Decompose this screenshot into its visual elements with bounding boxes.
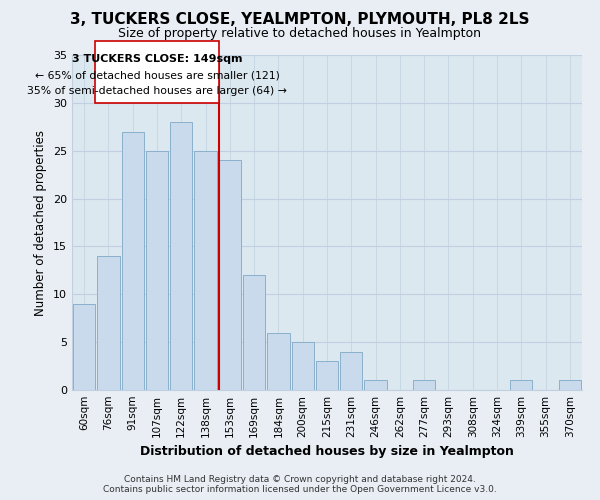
Y-axis label: Number of detached properties: Number of detached properties xyxy=(34,130,47,316)
Bar xyxy=(146,150,168,390)
X-axis label: Distribution of detached houses by size in Yealmpton: Distribution of detached houses by size … xyxy=(140,446,514,458)
Bar xyxy=(413,380,436,390)
Bar xyxy=(243,275,265,390)
Text: 3, TUCKERS CLOSE, YEALMPTON, PLYMOUTH, PL8 2LS: 3, TUCKERS CLOSE, YEALMPTON, PLYMOUTH, P… xyxy=(70,12,530,28)
FancyBboxPatch shape xyxy=(95,40,219,103)
Bar xyxy=(97,256,119,390)
Text: ← 65% of detached houses are smaller (121): ← 65% of detached houses are smaller (12… xyxy=(35,70,280,81)
Bar xyxy=(340,352,362,390)
Bar xyxy=(364,380,387,390)
Bar xyxy=(559,380,581,390)
Text: Contains HM Land Registry data © Crown copyright and database right 2024.
Contai: Contains HM Land Registry data © Crown c… xyxy=(103,474,497,494)
Bar xyxy=(218,160,241,390)
Text: 35% of semi-detached houses are larger (64) →: 35% of semi-detached houses are larger (… xyxy=(27,86,287,96)
Bar xyxy=(510,380,532,390)
Text: Size of property relative to detached houses in Yealmpton: Size of property relative to detached ho… xyxy=(119,28,482,40)
Bar xyxy=(316,362,338,390)
Bar xyxy=(292,342,314,390)
Text: 3 TUCKERS CLOSE: 149sqm: 3 TUCKERS CLOSE: 149sqm xyxy=(72,54,242,64)
Bar xyxy=(267,332,290,390)
Bar xyxy=(194,150,217,390)
Bar xyxy=(170,122,193,390)
Bar xyxy=(122,132,144,390)
Bar xyxy=(73,304,95,390)
